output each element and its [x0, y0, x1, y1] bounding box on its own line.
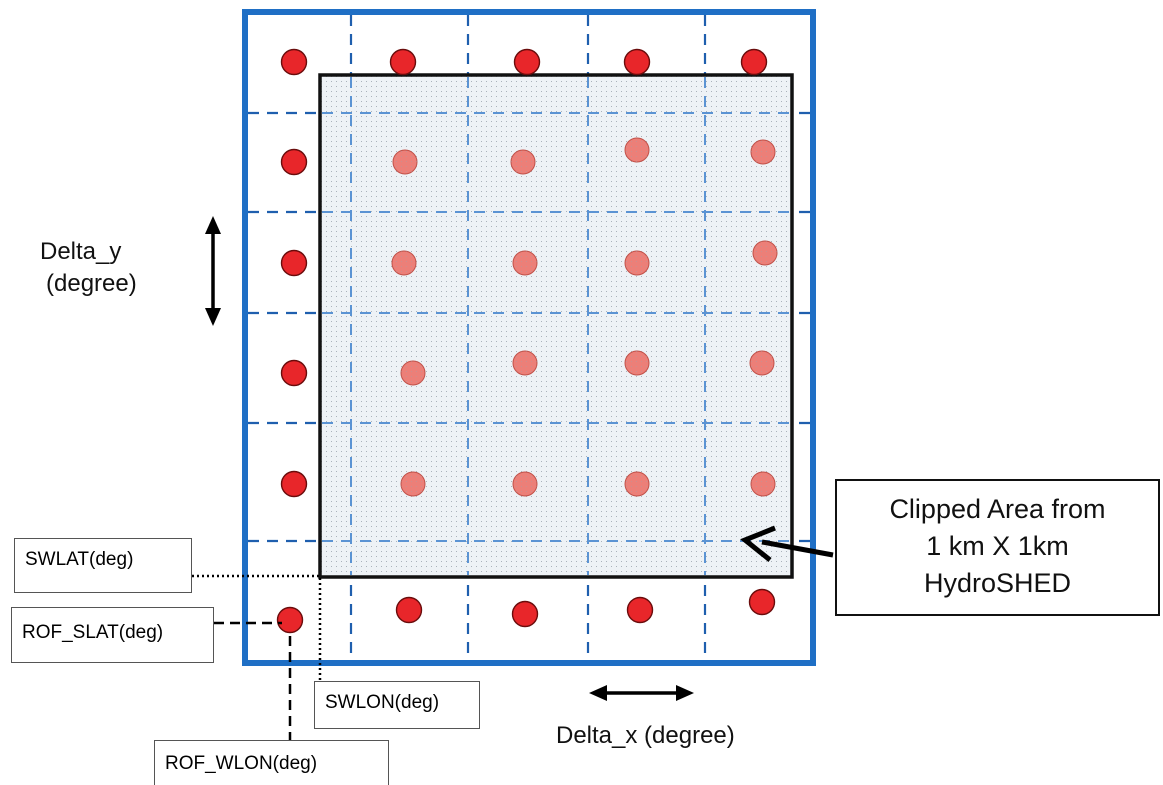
grid-node-r1-c3 — [513, 48, 541, 76]
clipped-area-border — [318, 73, 794, 579]
delta-y-label-line2: (degree) — [46, 270, 137, 297]
grid-node-r1-c1 — [280, 48, 308, 76]
rof-slat-label: ROF_SLAT(deg) — [11, 607, 214, 663]
outer-grid-border — [242, 9, 816, 666]
swlat-label: SWLAT(deg) — [14, 538, 192, 593]
delta-x-arrow-head-right — [676, 685, 694, 701]
grid-node-stipple-r2-c2 — [393, 150, 417, 174]
grid-node-stipple-r4-c3 — [513, 351, 537, 375]
grid-node-stipple-r5-c5 — [751, 472, 775, 496]
grid-node-r1-c4 — [623, 48, 651, 76]
delta-x-label: Delta_x (degree) — [556, 722, 735, 749]
delta-y-arrow-head-up — [205, 216, 221, 234]
callout-arrow-head — [740, 525, 776, 562]
grid-node-stipple-r2-c5 — [751, 140, 775, 164]
grid-node-stipple-r4-c5 — [750, 351, 774, 375]
grid-node-r6-c2 — [395, 596, 423, 624]
grid-node-r6-c4 — [626, 596, 654, 624]
clipped-area-line2: 1 km X 1km — [926, 531, 1069, 561]
grid-node-r5-c1 — [280, 470, 308, 498]
grid-node-stipple-r5-c3 — [513, 472, 537, 496]
grid-node-stipple-r3-c4 — [625, 251, 649, 275]
grid-node-stipple-r3-c2 — [392, 251, 416, 275]
clipped-area-stipple — [320, 75, 792, 577]
rof-wlon-label: ROF_WLON(deg) — [154, 740, 389, 785]
delta-y-arrow-head-down — [205, 308, 221, 326]
grid-node-stipple-r3-c3 — [513, 251, 537, 275]
grid-node-stipple-r3-c5 — [753, 241, 777, 265]
delta-x-arrow-head-left — [589, 685, 607, 701]
delta-y-label: Delta_y (degree) — [40, 236, 137, 300]
grid-node-stipple-r4-c4 — [625, 351, 649, 375]
delta-y-label-line1: Delta_y — [40, 238, 122, 265]
grid-node-r6-c1 — [276, 606, 304, 634]
grid-node-r6-c5 — [748, 588, 776, 616]
grid-node-stipple-r2-c4 — [625, 138, 649, 162]
grid-node-r4-c1 — [280, 359, 308, 387]
grid-node-r2-c1 — [280, 148, 308, 176]
grid-node-stipple-r2-c3 — [511, 150, 535, 174]
grid-node-r3-c1 — [280, 249, 308, 277]
clipped-area-line3: HydroSHED — [923, 568, 1072, 598]
grid-node-r6-c3 — [511, 600, 539, 628]
grid-node-stipple-r5-c4 — [625, 472, 649, 496]
grid-node-stipple-r5-c2 — [401, 472, 425, 496]
swlon-label: SWLON(deg) — [314, 681, 480, 729]
clipped-area-line1: Clipped Area from — [889, 494, 1106, 524]
grid-node-r1-c5 — [740, 48, 768, 76]
grid-node-r1-c2 — [389, 48, 417, 76]
grid-node-stipple-r4-c2 — [401, 361, 425, 385]
clipped-area-callout: Clipped Area from 1 km X 1km HydroSHED — [835, 479, 1160, 616]
callout-arrow-shaft — [761, 539, 834, 558]
